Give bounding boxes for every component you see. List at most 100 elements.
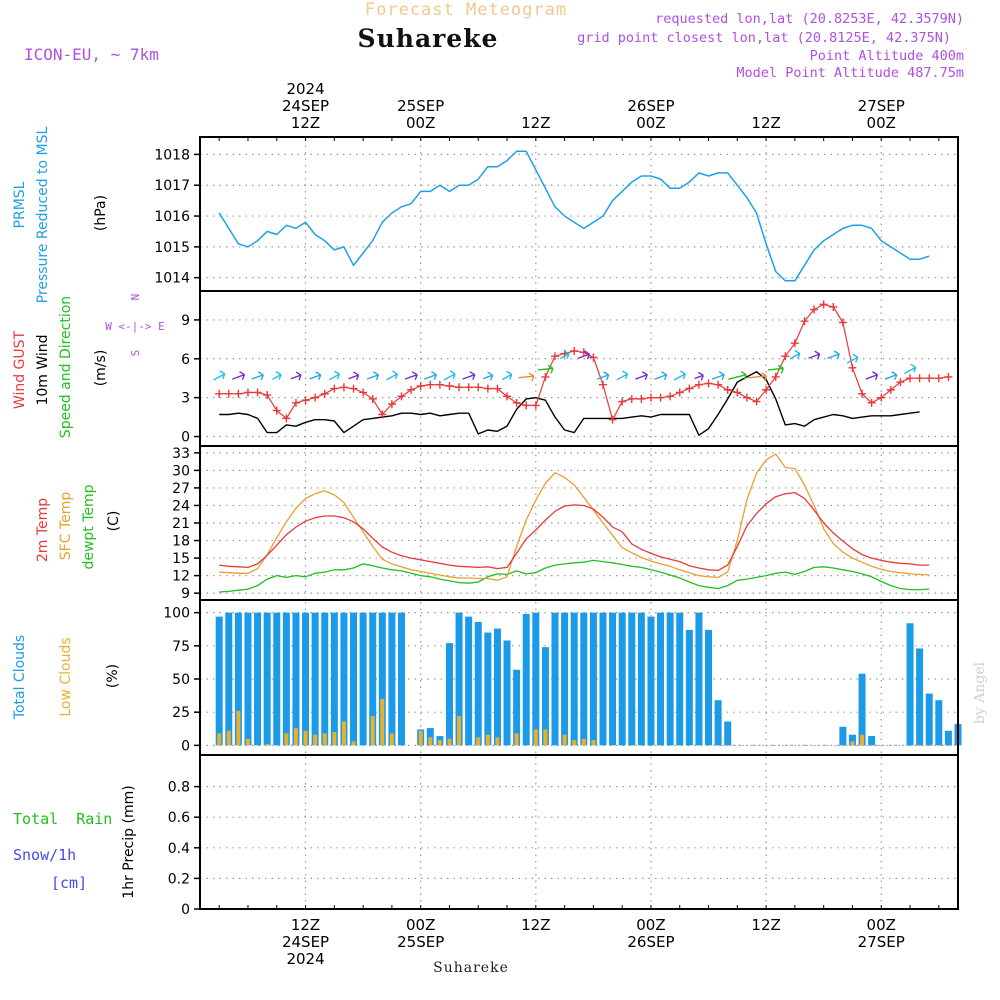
total-cloud-bar bbox=[724, 721, 732, 746]
gust-marker bbox=[474, 383, 483, 392]
total-cloud-bar bbox=[350, 612, 358, 746]
total-cloud-bar bbox=[484, 632, 492, 746]
top-time-label: 00Z bbox=[867, 114, 896, 132]
gust-marker bbox=[886, 385, 895, 394]
gust-marker bbox=[896, 378, 905, 387]
gust-marker bbox=[723, 385, 732, 394]
gust-marker bbox=[282, 414, 291, 423]
gust-marker bbox=[445, 381, 454, 390]
total-cloud-bar bbox=[647, 616, 655, 746]
temperature-ytick-label: 15 bbox=[172, 551, 190, 567]
total-cloud-bar bbox=[388, 612, 396, 746]
wind-direction-arrow bbox=[537, 364, 554, 374]
total-cloud-bar bbox=[340, 612, 348, 746]
precipitation-ytick-label: 0 bbox=[181, 902, 190, 918]
wind-ytick-label: 0 bbox=[181, 430, 190, 446]
gust-marker bbox=[589, 353, 598, 362]
wind-direction-arrow bbox=[728, 371, 747, 380]
gust-marker bbox=[224, 389, 233, 398]
total-cloud-bar bbox=[321, 612, 329, 746]
temperature-ytick-label: 21 bbox=[172, 516, 190, 532]
low-cloud-bar bbox=[572, 740, 577, 746]
temp-unit: (C) bbox=[106, 511, 122, 532]
wind-direction-arrow bbox=[654, 371, 668, 380]
total-cloud-bar bbox=[858, 673, 866, 746]
low-cloud-bar bbox=[495, 737, 500, 746]
bottom-time-label: 00Z bbox=[406, 916, 435, 934]
gust-marker bbox=[867, 398, 876, 407]
total-cloud-bar bbox=[513, 669, 521, 746]
wind-direction-arrow bbox=[746, 372, 768, 382]
low-cloud-bar bbox=[313, 734, 318, 746]
low-cloud-bar bbox=[485, 734, 490, 746]
low-cloud-bar bbox=[418, 730, 423, 746]
bottom-time-label: 26SEP bbox=[627, 933, 674, 951]
temperature-ytick-label: 33 bbox=[172, 446, 190, 462]
gust-marker bbox=[656, 393, 665, 402]
pressure-ytick-label: 1017 bbox=[154, 178, 190, 194]
gust-marker bbox=[666, 392, 675, 401]
total-cloud-bar bbox=[302, 612, 310, 746]
total-cloud-bar bbox=[609, 612, 617, 746]
gust-marker bbox=[311, 393, 320, 402]
total-cloud-bar bbox=[868, 736, 876, 746]
gust-marker bbox=[359, 388, 368, 397]
wind-direction-arrow bbox=[462, 371, 476, 380]
top-time-label: 24SEP bbox=[282, 97, 329, 115]
gust-marker bbox=[551, 352, 560, 361]
gust-marker bbox=[570, 347, 579, 356]
low-cloud-bar bbox=[380, 698, 385, 746]
wind-direction-arrow bbox=[597, 371, 610, 381]
total-cloud-bar bbox=[906, 623, 914, 746]
gust-marker bbox=[810, 305, 819, 314]
temperature-ytick-label: 9 bbox=[181, 586, 190, 602]
wind-ytick-label: 6 bbox=[181, 352, 190, 368]
gust-marker bbox=[838, 318, 847, 327]
bottom-time-label: 00Z bbox=[867, 916, 896, 934]
wind-direction-arrow bbox=[827, 350, 840, 360]
total-cloud-bar bbox=[273, 612, 281, 746]
cloud-label-1: Total Clouds bbox=[12, 635, 28, 720]
gust-marker bbox=[627, 394, 636, 403]
total-cloud-bar bbox=[561, 612, 569, 746]
total-cloud-bar bbox=[282, 612, 290, 746]
total-cloud-bar bbox=[225, 612, 233, 746]
low-cloud-bar bbox=[860, 734, 865, 746]
bottom-time-label: 24SEP bbox=[282, 933, 329, 951]
precip-unit: 1hr Precip (mm) bbox=[121, 785, 137, 898]
total-cloud-bar bbox=[330, 612, 338, 746]
wind-direction-arrow bbox=[386, 370, 399, 381]
wind-direction-arrow bbox=[884, 371, 898, 381]
total-cloud-bar bbox=[618, 612, 626, 746]
compass-west-east: W <-|-> E bbox=[105, 320, 165, 333]
total-cloud-bar bbox=[714, 700, 722, 746]
gust-marker bbox=[848, 363, 857, 372]
gust-marker bbox=[646, 393, 655, 402]
top-time-label: 00Z bbox=[406, 114, 435, 132]
wind-direction-arrow bbox=[348, 371, 360, 381]
low-cloud-bar bbox=[293, 728, 298, 746]
footer-location: Suhareke bbox=[433, 960, 509, 976]
low-cloud-bar bbox=[543, 729, 548, 746]
bottom-time-label: 00Z bbox=[636, 916, 665, 934]
gust-marker bbox=[925, 374, 934, 383]
low-cloud-bar bbox=[850, 741, 855, 746]
pressure-ytick-label: 1016 bbox=[154, 209, 190, 225]
total-cloud-bar bbox=[589, 612, 597, 746]
gust-marker bbox=[234, 389, 243, 398]
total-cloud-bar bbox=[551, 612, 559, 746]
cloud-unit: (%) bbox=[105, 664, 121, 688]
wind-direction-arrow bbox=[616, 370, 629, 381]
gust-marker bbox=[435, 380, 444, 389]
total-cloud-bar bbox=[580, 612, 588, 746]
total-cloud-bar bbox=[570, 612, 578, 746]
wind-direction-arrow bbox=[904, 363, 917, 375]
low-cloud-bar bbox=[370, 716, 375, 746]
temperature-ytick-label: 30 bbox=[172, 463, 190, 479]
wind-direction-arrow bbox=[213, 370, 226, 381]
gust-marker bbox=[407, 385, 416, 394]
low-cloud-bar bbox=[389, 733, 394, 746]
gust-marker bbox=[531, 401, 540, 410]
wind-ytick-label: 9 bbox=[181, 313, 190, 329]
gust-marker bbox=[877, 393, 886, 402]
